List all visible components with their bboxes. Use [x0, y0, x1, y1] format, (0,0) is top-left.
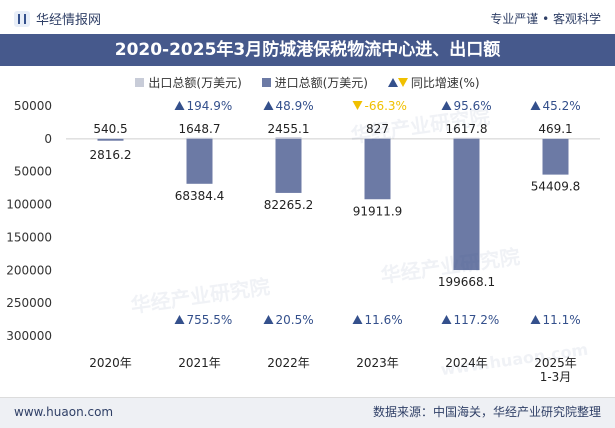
growth-up-arrow [174, 101, 185, 110]
x-tick-label: 1-3月 [540, 370, 572, 384]
import-growth-label: 117.2% [454, 313, 500, 327]
import-growth-label: 11.1% [543, 313, 581, 327]
legend-export-swatch [135, 78, 145, 87]
export-data-label: 827 [366, 122, 389, 136]
top-bar: 华经情报网 专业严谨 • 客观科学 [0, 0, 615, 35]
import-data-label: 82265.2 [264, 198, 314, 212]
export-data-label: 540.5 [93, 122, 127, 136]
import-data-label: 68384.4 [175, 189, 225, 203]
y-tick-label: 50000 [14, 165, 52, 179]
chart-title: 2020-2025年3月防城港保税物流中心进、出口额 [0, 34, 615, 66]
y-tick-label: 150000 [6, 230, 52, 244]
export-data-label: 1648.7 [179, 122, 221, 136]
legend-yoy: 同比增速(%) [387, 74, 480, 91]
growth-up-arrow [263, 101, 274, 110]
brand-logo-icon [14, 11, 30, 27]
growth-up-arrow [352, 315, 363, 324]
brand: 华经情报网 [14, 9, 101, 28]
x-tick-label: 2025年 [534, 356, 577, 370]
import-bar [453, 138, 480, 271]
import-data-label: 54409.8 [531, 180, 581, 194]
y-tick-label: 300000 [6, 329, 52, 343]
export-bar [275, 137, 302, 139]
x-tick-label: 2021年 [178, 356, 221, 370]
export-growth-label: 194.9% [187, 99, 233, 113]
growth-up-arrow [530, 101, 541, 110]
x-tick-label: 2020年 [89, 356, 132, 370]
export-bar [453, 137, 480, 139]
export-data-label: 469.1 [538, 122, 572, 136]
export-growth-label: 95.6% [454, 99, 492, 113]
x-tick-label: 2023年 [356, 356, 399, 370]
y-tick-label: 200000 [6, 263, 52, 277]
legend-import: 进口总额(万美元) [261, 74, 368, 91]
footer-website[interactable]: www.huaon.com [14, 405, 114, 419]
legend-import-swatch [261, 78, 271, 87]
import-bar [97, 138, 124, 141]
tagline: 专业严谨 • 客观科学 [490, 12, 601, 26]
footer-source: 数据来源：中国海关，华经产业研究院整理 [372, 405, 601, 419]
growth-down-arrow [352, 101, 363, 110]
growth-up-arrow [530, 315, 541, 324]
import-growth-label: 755.5% [187, 313, 233, 327]
y-tick-label: 50000 [14, 99, 52, 113]
down-triangle-icon [397, 78, 408, 87]
export-bar [364, 138, 391, 140]
growth-up-arrow [263, 315, 274, 324]
brand-name: 华经情报网 [36, 13, 102, 28]
legend-export: 出口总额(万美元) [135, 74, 242, 91]
import-bar [186, 138, 213, 184]
legend: 出口总额(万美元) 进口总额(万美元) 同比增速(%) [0, 74, 615, 91]
export-growth-label: 45.2% [543, 99, 581, 113]
footer: www.huaon.com 数据来源：中国海关，华经产业研究院整理 [0, 397, 615, 428]
import-bar [542, 138, 569, 175]
growth-up-arrow [441, 101, 452, 110]
y-tick-label: 100000 [6, 198, 52, 212]
chart-plot: 50000 0 50000 100000 150000 200000 250000 30000… [6, 99, 600, 384]
up-triangle-icon [387, 78, 398, 87]
export-bar [186, 137, 213, 139]
growth-up-arrow [441, 315, 452, 324]
x-tick-label: 2024年 [445, 356, 488, 370]
export-data-label: 1617.8 [446, 122, 488, 136]
import-bar [364, 138, 391, 200]
import-data-label: 199668.1 [438, 275, 495, 289]
x-tick-label: 2022年 [267, 356, 310, 370]
import-data-label: 2816.2 [90, 148, 132, 162]
import-data-label: 91911.9 [353, 204, 403, 218]
y-tick-label: 250000 [6, 296, 52, 310]
y-tick-label: 0 [44, 132, 52, 146]
export-growth-label: 48.9% [276, 99, 314, 113]
import-growth-label: 20.5% [276, 313, 314, 327]
import-growth-label: 11.6% [365, 313, 403, 327]
import-bar [275, 138, 302, 193]
export-growth-label: -66.3% [365, 99, 407, 113]
growth-up-arrow [174, 315, 185, 324]
export-data-label: 2455.1 [268, 122, 310, 136]
